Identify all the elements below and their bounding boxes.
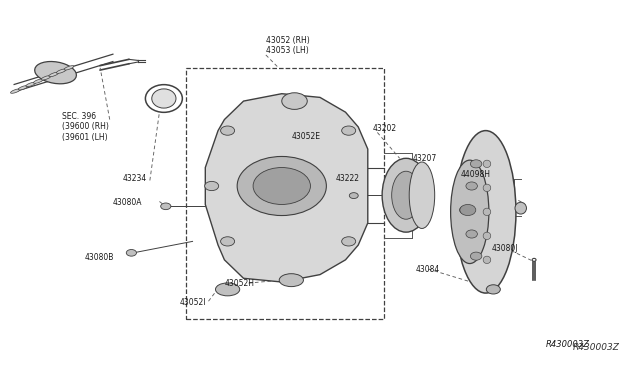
Ellipse shape <box>409 162 435 228</box>
Ellipse shape <box>49 72 58 77</box>
Ellipse shape <box>460 205 476 215</box>
Ellipse shape <box>56 69 66 73</box>
Text: 43234: 43234 <box>122 174 147 183</box>
Ellipse shape <box>152 89 176 108</box>
Ellipse shape <box>349 193 358 199</box>
Ellipse shape <box>35 61 76 84</box>
Ellipse shape <box>483 232 491 240</box>
Ellipse shape <box>515 202 527 214</box>
Polygon shape <box>205 94 368 282</box>
Ellipse shape <box>10 89 20 93</box>
Ellipse shape <box>33 79 44 83</box>
Text: 43202: 43202 <box>372 124 396 133</box>
Text: 43052 (RH)
43053 (LH): 43052 (RH) 43053 (LH) <box>266 36 310 55</box>
Ellipse shape <box>64 66 74 70</box>
Ellipse shape <box>253 167 310 205</box>
Ellipse shape <box>466 182 477 190</box>
Text: 43080A: 43080A <box>113 198 143 207</box>
Text: 43080B: 43080B <box>84 253 114 263</box>
Ellipse shape <box>483 160 491 167</box>
Ellipse shape <box>18 86 28 90</box>
Text: 43052H: 43052H <box>225 279 255 288</box>
Ellipse shape <box>483 184 491 192</box>
Ellipse shape <box>221 126 235 135</box>
Text: 43080J: 43080J <box>492 244 518 253</box>
Ellipse shape <box>451 160 489 263</box>
Ellipse shape <box>282 93 307 109</box>
Ellipse shape <box>470 160 482 168</box>
Ellipse shape <box>392 171 420 219</box>
Ellipse shape <box>161 203 171 210</box>
Text: 43207: 43207 <box>412 154 436 163</box>
Ellipse shape <box>342 237 356 246</box>
Ellipse shape <box>342 126 356 135</box>
Text: 43084: 43084 <box>415 264 440 273</box>
Ellipse shape <box>382 158 430 232</box>
Text: R430003Z: R430003Z <box>546 340 590 349</box>
Text: 43222: 43222 <box>336 174 360 183</box>
Ellipse shape <box>41 76 51 80</box>
Ellipse shape <box>126 250 136 256</box>
Text: 43052I: 43052I <box>180 298 206 307</box>
Ellipse shape <box>221 237 235 246</box>
Text: SEC. 396
(39600 (RH)
(39601 (LH): SEC. 396 (39600 (RH) (39601 (LH) <box>62 112 109 142</box>
Ellipse shape <box>237 157 326 215</box>
Text: 43052E: 43052E <box>291 132 321 141</box>
Ellipse shape <box>466 230 477 238</box>
Ellipse shape <box>483 208 491 215</box>
Ellipse shape <box>456 131 516 293</box>
Text: 44098H: 44098H <box>460 170 490 179</box>
Text: R430003Z: R430003Z <box>573 343 620 352</box>
Ellipse shape <box>483 256 491 263</box>
Ellipse shape <box>470 252 482 260</box>
Ellipse shape <box>279 274 303 286</box>
Ellipse shape <box>486 285 500 294</box>
Ellipse shape <box>460 206 471 214</box>
Ellipse shape <box>216 283 240 296</box>
Ellipse shape <box>26 82 36 87</box>
Ellipse shape <box>205 182 219 190</box>
